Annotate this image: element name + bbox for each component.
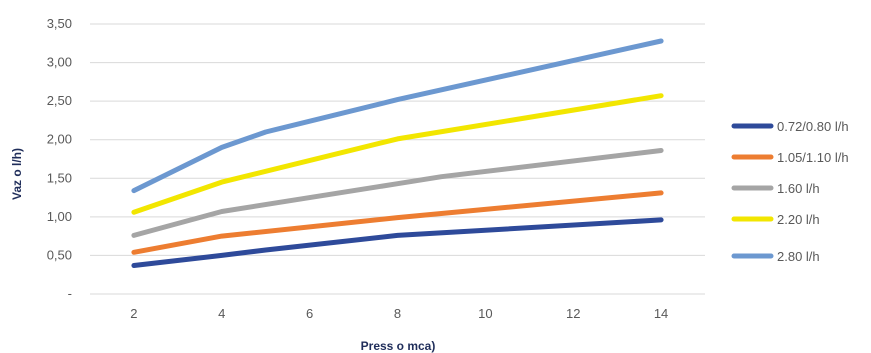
x-tick-label: 4	[218, 306, 225, 321]
legend-label-3: 2.20 l/h	[777, 212, 820, 227]
series-line-4	[131, 38, 664, 194]
grid-lines	[90, 23, 705, 295]
x-tick-label: 14	[654, 306, 668, 321]
series-line-0	[131, 217, 664, 268]
legend: 0.72/0.80 l/h 1.05/1.10 l/h 1.60 l/h 2.20 l…	[731, 119, 849, 264]
legend-label-0: 0.72/0.80 l/h	[777, 119, 849, 134]
series-line-3	[131, 93, 664, 215]
y-tick-label: 3,00	[47, 55, 72, 70]
series-line-1	[131, 190, 664, 255]
x-axis-title: Press o mca)	[361, 339, 436, 353]
y-tick-label: 2,50	[47, 93, 72, 108]
legend-label-2: 1.60 l/h	[777, 181, 820, 196]
y-axis-ticks: - 0,50 1,00 1,50 2,00 2,50 3,00 3,50	[47, 16, 72, 301]
y-tick-label: -	[68, 286, 72, 301]
legend-label-1: 1.05/1.10 l/h	[777, 150, 849, 165]
series-line-2	[131, 148, 664, 238]
x-tick-label: 10	[478, 306, 492, 321]
y-tick-label: 3,50	[47, 16, 72, 31]
legend-label-4: 2.80 l/h	[777, 249, 820, 264]
x-tick-label: 2	[130, 306, 137, 321]
x-tick-label: 12	[566, 306, 580, 321]
x-tick-label: 6	[306, 306, 313, 321]
y-tick-label: 1,00	[47, 209, 72, 224]
series-lines	[131, 38, 664, 268]
x-axis-ticks: 2 4 6 8 10 12 14	[130, 306, 668, 321]
x-tick-label: 8	[394, 306, 401, 321]
y-tick-label: 0,50	[47, 247, 72, 262]
y-tick-label: 2,00	[47, 132, 72, 147]
y-tick-label: 1,50	[47, 170, 72, 185]
y-axis-title: Vaz o l/h)	[10, 148, 24, 200]
